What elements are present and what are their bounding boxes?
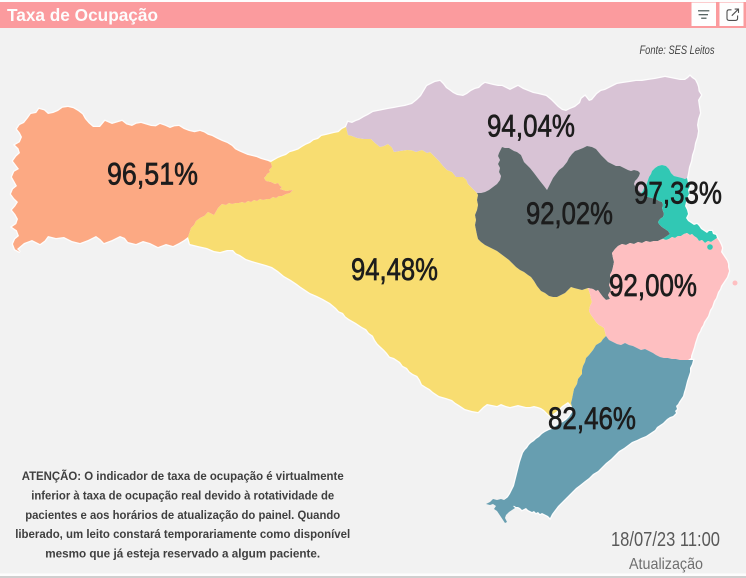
svg-text:Taxa de Ocupação: Taxa de Ocupação <box>7 5 158 25</box>
svg-text:96,51%: 96,51% <box>107 156 198 192</box>
svg-text:97,33%: 97,33% <box>634 175 722 211</box>
svg-text:92,00%: 92,00% <box>609 267 697 303</box>
svg-text:94,48%: 94,48% <box>351 251 438 287</box>
svg-text:pacientes e aos horários de at: pacientes e aos horários de atualização … <box>25 508 340 522</box>
svg-text:94,04%: 94,04% <box>487 108 575 144</box>
svg-text:18/07/23 11:00: 18/07/23 11:00 <box>611 529 720 551</box>
svg-text:Fonte: SES Leitos: Fonte: SES Leitos <box>640 45 715 57</box>
svg-text:Atualização: Atualização <box>629 556 703 573</box>
svg-text:inferior à taxa de ocupação re: inferior à taxa de ocupação real devido … <box>31 489 334 503</box>
svg-text:92,02%: 92,02% <box>526 195 613 231</box>
svg-text:ATENÇÃO: O indicador de taxa d: ATENÇÃO: O indicador de taxa de ocupação… <box>22 468 344 483</box>
svg-text:82,46%: 82,46% <box>548 400 636 436</box>
svg-text:mesmo que já esteja reservado: mesmo que já esteja reservado a algum pa… <box>45 546 320 560</box>
svg-text:liberado, um leito constará te: liberado, um leito constará temporariame… <box>15 527 350 541</box>
